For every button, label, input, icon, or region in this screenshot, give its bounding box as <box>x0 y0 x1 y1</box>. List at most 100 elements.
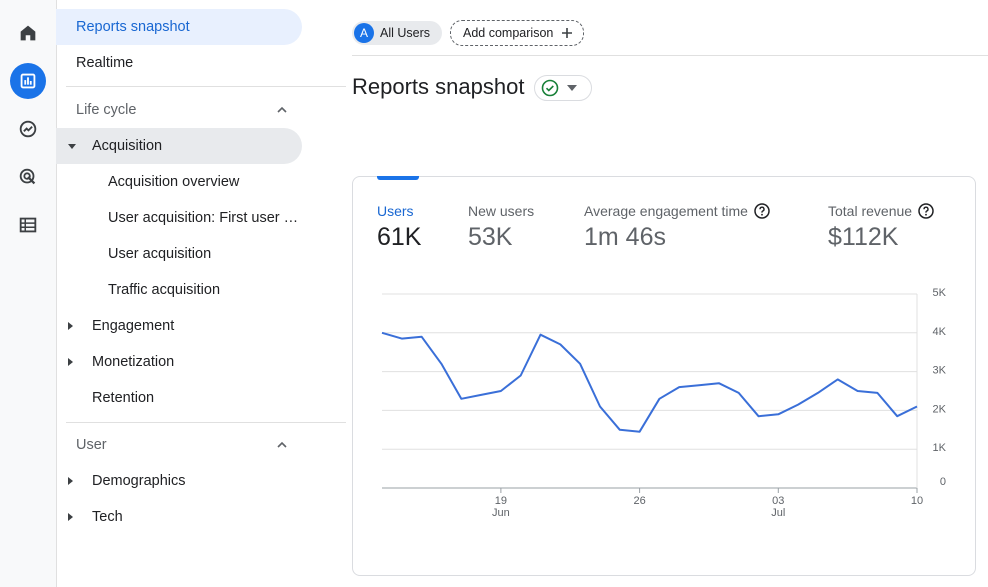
metric-value: 53K <box>468 223 513 251</box>
nav-label: Engagement <box>92 318 175 334</box>
data-point <box>619 429 621 431</box>
check-circle-icon <box>541 79 559 97</box>
nav-label: Tech <box>92 509 123 525</box>
help-icon[interactable] <box>918 203 934 219</box>
data-point <box>718 382 720 384</box>
nav-tech[interactable]: Tech <box>68 499 123 535</box>
caret-down-icon <box>68 143 76 149</box>
left-rail <box>0 0 57 587</box>
plus-icon <box>562 28 573 38</box>
data-point <box>837 378 839 380</box>
y-tick-label: 3K <box>933 365 947 377</box>
nav-label: Acquisition overview <box>108 174 240 190</box>
data-point <box>520 374 522 376</box>
data-point <box>896 415 898 417</box>
all-users-chip[interactable]: A All Users <box>352 21 443 45</box>
y-tick-label: 4K <box>933 326 947 338</box>
data-point <box>540 334 542 336</box>
data-point <box>698 384 700 386</box>
users-series-line <box>381 331 918 433</box>
x-tick-label: 10 <box>911 495 923 507</box>
data-point <box>421 336 423 338</box>
section-user-header[interactable]: User <box>76 437 107 453</box>
x-tick-month-label: Jun <box>492 507 510 519</box>
divider <box>66 86 346 87</box>
metric-value: 1m 46s <box>584 223 666 251</box>
data-point <box>401 338 403 340</box>
data-point <box>797 404 799 406</box>
nav-user-acquisition-first-user[interactable]: User acquisition: First user … <box>108 200 298 236</box>
report-status-dropdown[interactable] <box>534 75 592 101</box>
data-point <box>381 332 383 334</box>
nav-label: User acquisition <box>108 246 212 262</box>
metric-label: Total revenue <box>828 203 913 219</box>
nav-reports-snapshot[interactable]: Reports snapshot <box>56 9 302 45</box>
chevron-up-icon[interactable] <box>276 104 288 116</box>
y-tick-label: 5K <box>933 287 947 299</box>
active-tab-indicator <box>377 176 419 180</box>
nav-label: Retention <box>92 390 155 406</box>
caret-right-icon <box>68 322 73 330</box>
divider <box>66 422 346 423</box>
y-tick-label: 1K <box>933 442 947 454</box>
nav-label: Demographics <box>92 473 186 489</box>
help-icon[interactable] <box>754 203 770 219</box>
segment-avatar: A <box>354 23 374 43</box>
nav-realtime[interactable]: Realtime <box>76 45 133 81</box>
data-point <box>916 406 918 408</box>
advertising-icon[interactable] <box>10 159 46 195</box>
nav-label: User acquisition: First user … <box>108 210 299 226</box>
data-point <box>440 363 442 365</box>
metric-value: 61K <box>377 223 422 251</box>
x-tick-month-label: Jul <box>771 507 785 519</box>
metric-average-engagement-time[interactable]: Average engagement time 1m 46s <box>584 203 770 252</box>
data-point <box>639 431 641 433</box>
nav-retention[interactable]: Retention <box>92 380 154 416</box>
metric-label: New users <box>468 203 535 219</box>
page-title: Reports snapshot <box>352 74 525 99</box>
metric-label: Users <box>377 203 414 219</box>
data-point <box>817 392 819 394</box>
data-point <box>579 363 581 365</box>
chevron-up-icon[interactable] <box>276 439 288 451</box>
data-point <box>599 406 601 408</box>
x-tick-label: 26 <box>633 495 645 507</box>
explore-icon[interactable] <box>10 111 46 147</box>
home-icon[interactable] <box>10 15 46 51</box>
main-content: A All Users Add comparison Reports snaps… <box>306 0 988 587</box>
nav-acquisition[interactable]: Acquisition <box>56 128 302 164</box>
configure-icon[interactable] <box>10 207 46 243</box>
nav-label: Realtime <box>76 55 134 71</box>
comparison-bar: A All Users Add comparison <box>352 20 585 46</box>
nav-label: Acquisition <box>92 138 163 154</box>
x-tick-label: 19 <box>495 495 507 507</box>
metric-total-revenue[interactable]: Total revenue $112K <box>828 203 934 252</box>
data-point <box>480 394 482 396</box>
metric-value: $112K <box>828 223 899 251</box>
section-lifecycle-header[interactable]: Life cycle <box>76 102 137 118</box>
metric-new-users[interactable]: New users 53K <box>468 203 534 252</box>
data-point <box>658 398 660 400</box>
data-point <box>857 390 859 392</box>
header-divider <box>352 55 988 56</box>
nav-traffic-acquisition[interactable]: Traffic acquisition <box>108 272 220 308</box>
y-tick-label: 0 <box>940 476 946 488</box>
caret-right-icon <box>68 477 73 485</box>
metric-users[interactable]: Users 61K <box>377 203 421 252</box>
nav-acquisition-overview[interactable]: Acquisition overview <box>108 164 239 200</box>
data-point <box>559 343 561 345</box>
metrics-card: Users 61K New users 53K Average engageme… <box>352 176 976 576</box>
reports-icon[interactable] <box>10 63 46 99</box>
nav-user-acquisition[interactable]: User acquisition <box>108 236 211 272</box>
data-point <box>738 392 740 394</box>
nav-demographics[interactable]: Demographics <box>68 463 186 499</box>
data-point <box>500 390 502 392</box>
x-tick-label: 03 <box>772 495 784 507</box>
nav-monetization[interactable]: Monetization <box>68 344 174 380</box>
add-comparison-button[interactable]: Add comparison <box>450 20 585 46</box>
caret-right-icon <box>68 358 73 366</box>
data-point <box>777 413 779 415</box>
add-comparison-label: Add comparison <box>463 26 554 40</box>
nav-engagement[interactable]: Engagement <box>68 308 174 344</box>
